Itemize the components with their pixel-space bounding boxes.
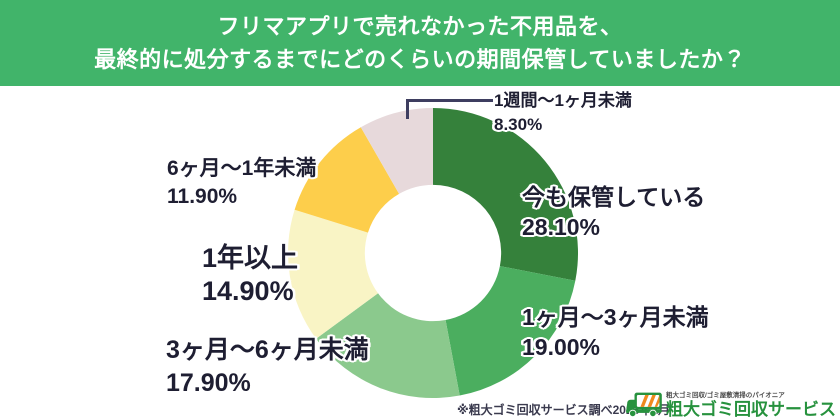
donut-segment-0 <box>433 108 579 281</box>
donut-chart <box>287 108 579 399</box>
segment-value-text: 14.90% <box>202 276 294 307</box>
segment-value-text: 8.30% <box>494 114 543 134</box>
donut-segment-1 <box>445 266 576 396</box>
donut-segment-2 <box>316 293 460 399</box>
segment-label-week-to-month: 1週間～1ヶ月未満 8.30% <box>494 89 632 137</box>
brand-name: 粗大ゴミ回収サービス <box>666 400 836 419</box>
segment-label-text: 1年以上 <box>202 243 299 273</box>
segment-label-6-12-months: 6ヶ月～1年未満 11.90% <box>167 155 316 212</box>
title-line-2: 最終的に処分するまでにどのくらいの期間保管していましたか？ <box>94 47 746 72</box>
donut-segment-4 <box>294 127 400 233</box>
segment-label-1-3-months: 1ヶ月～3ヶ月未満 19.00% <box>522 302 709 363</box>
brand-logo-text: 粗大ゴミ回収/ゴミ屋敷清掃のパイオニア 粗大ゴミ回収サービス <box>666 391 836 419</box>
header-banner: フリマアプリで売れなかった不用品を、 最終的に処分するまでにどのくらいの期間保管… <box>0 0 840 86</box>
callout-line <box>406 99 493 119</box>
garbage-truck-icon <box>626 392 662 418</box>
segment-label-text: 今も保管している <box>522 184 706 210</box>
segment-label-still-storing: 今も保管している 28.10% <box>522 182 705 243</box>
brand-logo: 粗大ゴミ回収/ゴミ屋敷清掃のパイオニア 粗大ゴミ回収サービス <box>625 391 836 418</box>
segment-label-3-6-months: 3ヶ月～6ヶ月未満 17.90% <box>166 334 369 399</box>
segment-label-text: 6ヶ月～1年未満 <box>167 157 317 180</box>
segment-label-text: 1ヶ月～3ヶ月未満 <box>522 304 709 330</box>
segment-label-text: 3ヶ月～6ヶ月未満 <box>166 336 369 364</box>
source-note: ※粗大ゴミ回収サービス調べ2026年2月 <box>456 403 670 417</box>
donut-segment-3 <box>287 209 379 339</box>
segment-label-over-1-year: 1年以上 14.90% <box>202 242 298 309</box>
segment-value-text: 11.90% <box>167 185 238 209</box>
title-line-1: フリマアプリで売れなかった不用品を、 <box>217 14 623 39</box>
donut-chart-svg <box>287 108 579 399</box>
brand-tagline: 粗大ゴミ回収/ゴミ屋敷清掃のパイオニア <box>666 391 785 399</box>
segment-label-text: 1週間～1ヶ月未満 <box>494 91 632 110</box>
segment-value-text: 17.90% <box>166 368 251 397</box>
segment-value-text: 28.10% <box>522 214 601 241</box>
segment-value-text: 19.00% <box>522 334 601 361</box>
donut-segment-5 <box>360 108 433 194</box>
